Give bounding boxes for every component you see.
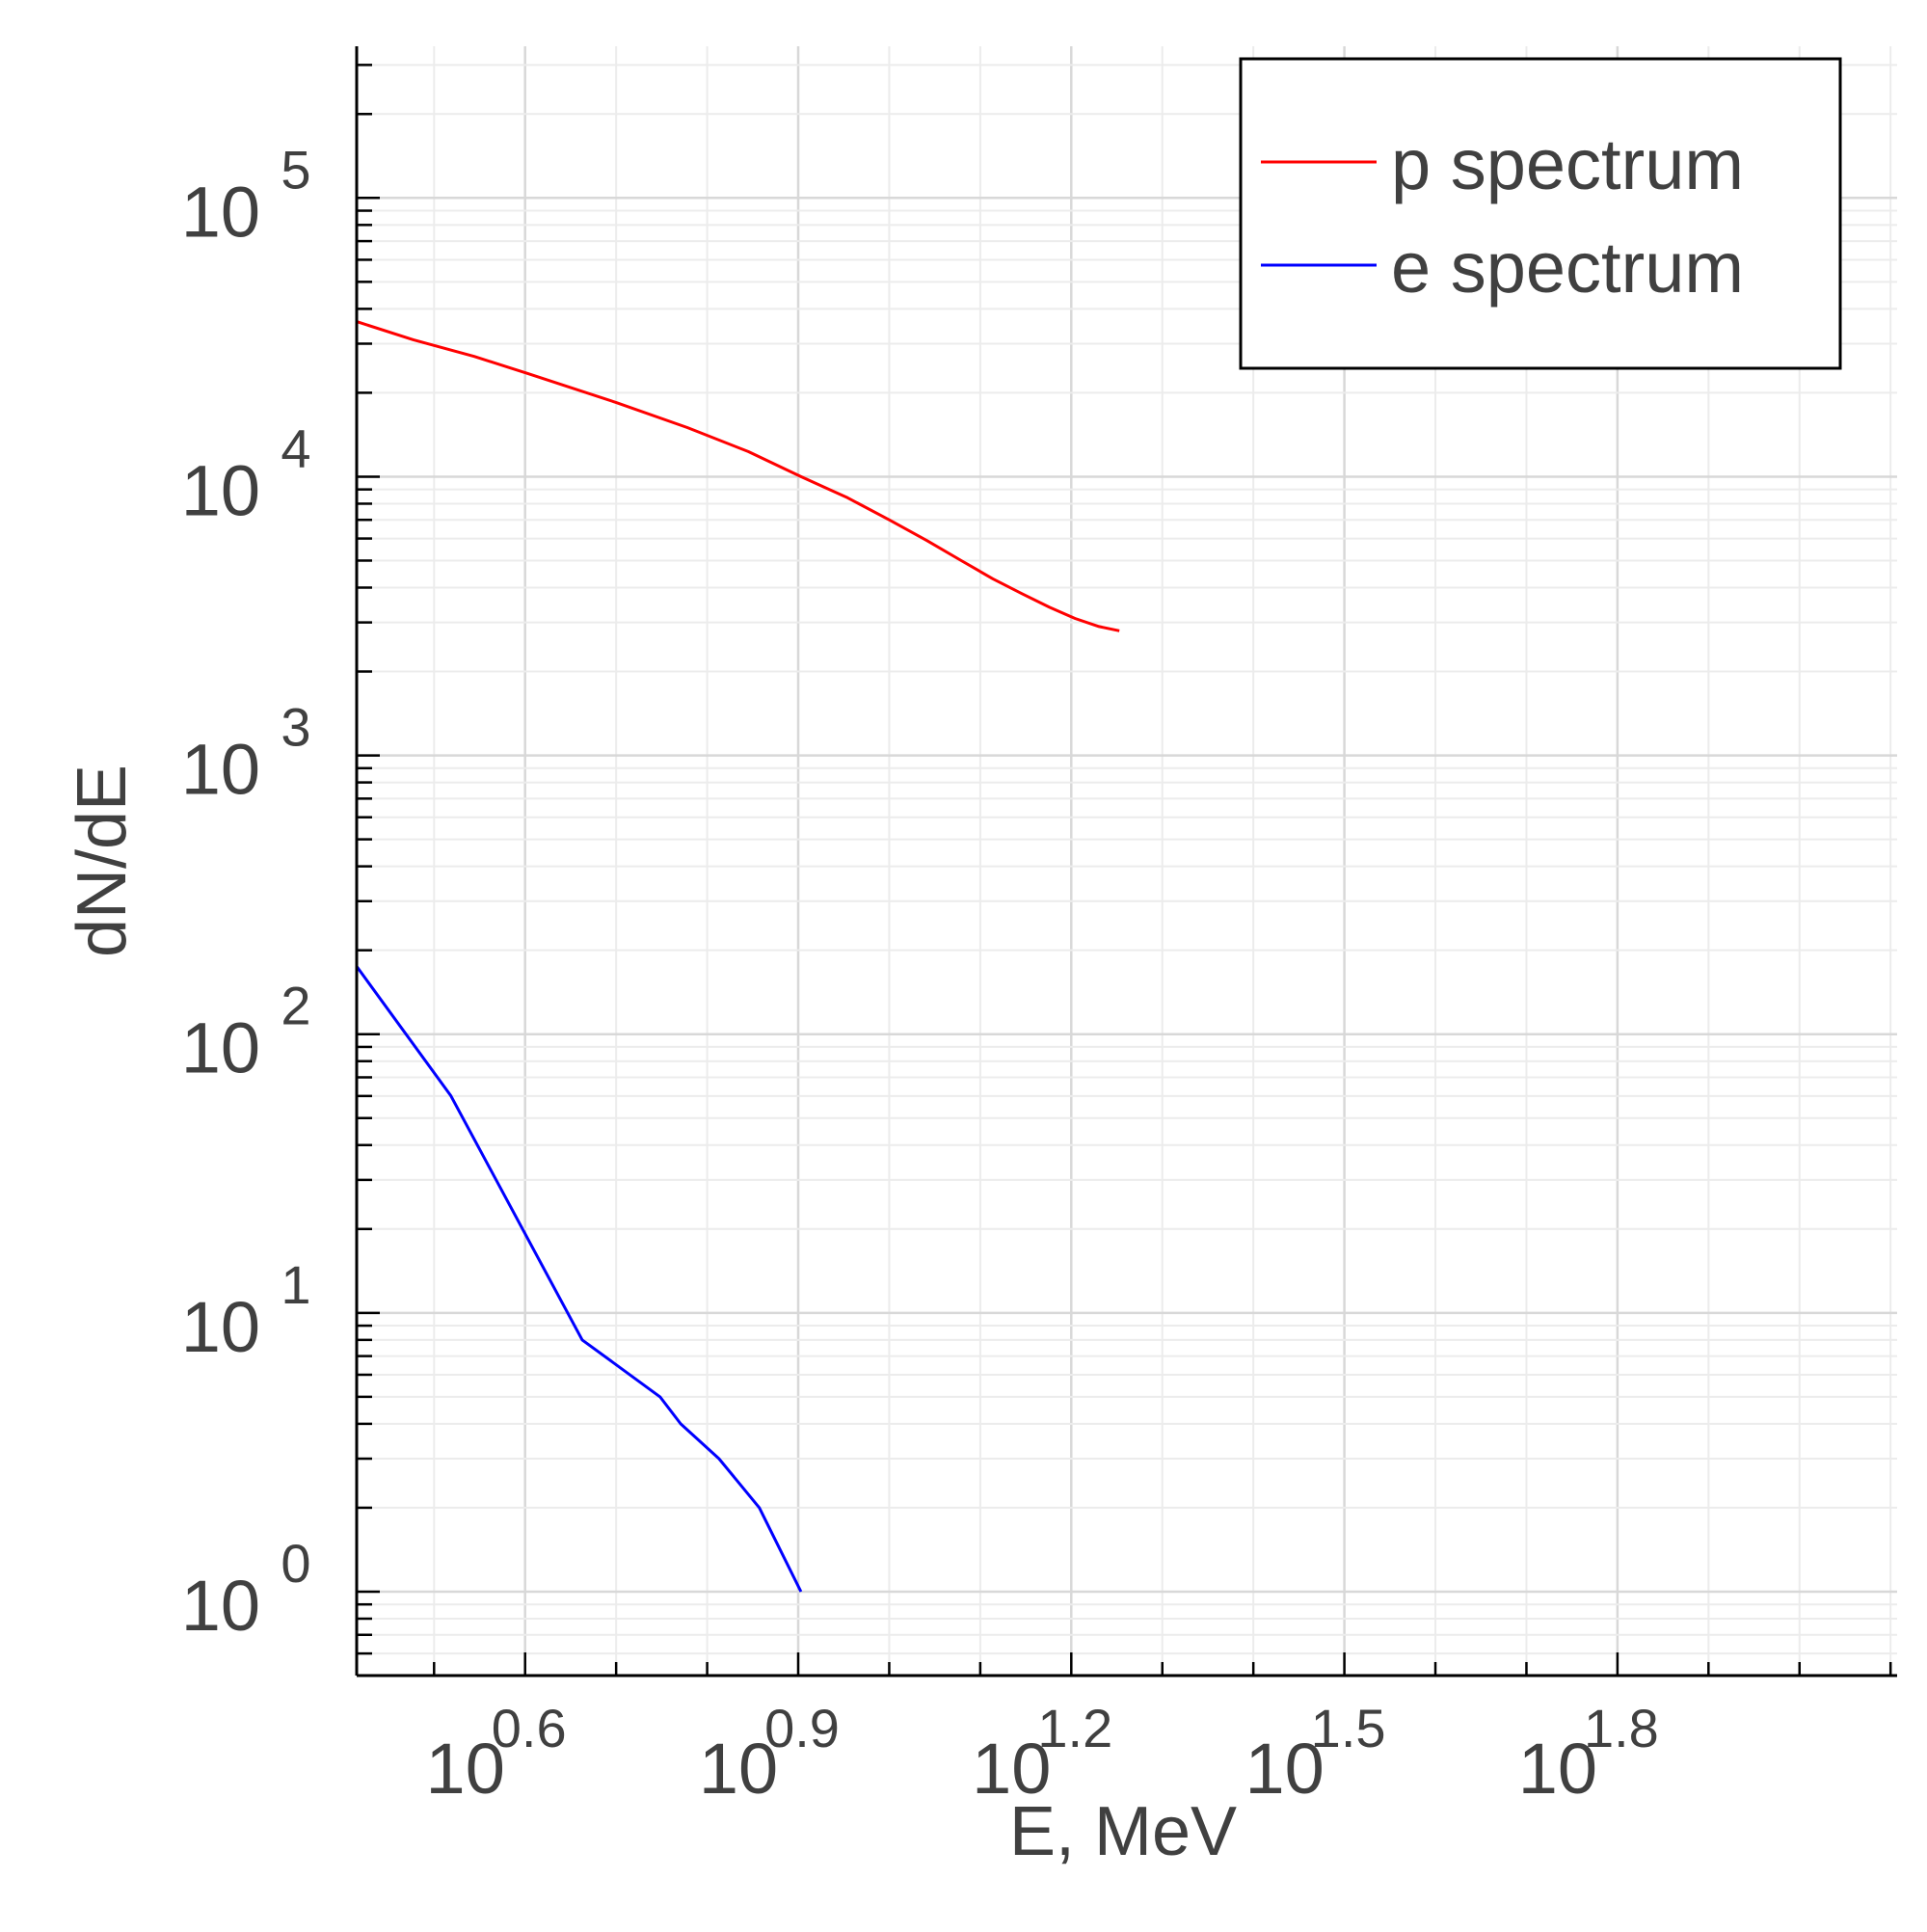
y-tick-label-base: 10 [181, 450, 260, 530]
y-tick-label-exponent: 0 [281, 1533, 310, 1594]
x-tick-label-exponent: 1.2 [1037, 1698, 1112, 1758]
x-tick-label-exponent: 0.6 [492, 1698, 567, 1758]
y-tick-label-base: 10 [181, 730, 260, 810]
ticks-layer [357, 64, 1892, 1677]
x-tick-label-base: 10 [699, 1729, 778, 1809]
y-tick-label-exponent: 4 [281, 417, 310, 478]
y-tick-label-base: 10 [181, 1566, 260, 1646]
series-line-e-spectrum [355, 965, 803, 1593]
x-axis-label: E, MeV [1009, 1793, 1237, 1870]
labels-layer: E, MeV dN/dE 100.6100.9101.2101.5101.810… [64, 139, 1659, 1870]
y-tick-label-exponent: 5 [281, 139, 310, 200]
x-tick-label-base: 10 [1518, 1729, 1597, 1809]
legend-label-e-spectrum: e spectrum [1391, 228, 1744, 308]
y-tick-label-exponent: 2 [281, 976, 310, 1036]
legend-label-p-spectrum: p spectrum [1391, 124, 1744, 204]
x-tick-label-exponent: 1.5 [1311, 1698, 1386, 1758]
x-tick-label-base: 10 [426, 1729, 505, 1809]
series-line-p-spectrum [356, 320, 1120, 632]
x-tick-label-base: 10 [1245, 1729, 1324, 1809]
legend: p spectrum e spectrum [1239, 57, 1842, 370]
x-tick-label-exponent: 0.9 [764, 1698, 840, 1758]
series-layer [355, 320, 1120, 1593]
y-tick-label-exponent: 1 [281, 1254, 310, 1315]
legend-box [1239, 57, 1842, 370]
y-tick-label-base: 10 [181, 1008, 260, 1088]
y-axis-label: dN/dE [64, 765, 141, 957]
y-tick-label-base: 10 [181, 1287, 260, 1367]
axes-layer [355, 46, 1897, 1677]
x-tick-label-exponent: 1.8 [1584, 1698, 1659, 1758]
x-tick-label-base: 10 [972, 1729, 1051, 1809]
y-tick-label-exponent: 3 [281, 697, 310, 758]
y-tick-label-base: 10 [181, 172, 260, 252]
